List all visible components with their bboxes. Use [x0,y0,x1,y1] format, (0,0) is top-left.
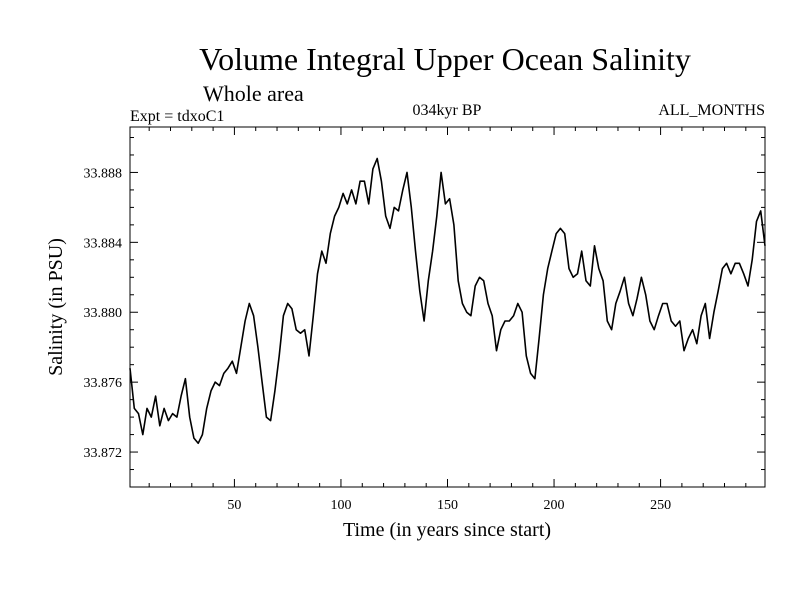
experiment-label: Expt = tdxoC1 [130,108,224,125]
plot-frame [129,126,766,488]
chart-subtitle: Whole area [203,81,304,106]
x-axis [148,127,747,487]
y-tick-label: 33.884 [84,236,123,251]
x-tick-label: 250 [650,498,671,513]
y-tick-labels: 33.872 33.876 33.880 33.884 33.888 [84,166,123,461]
months-label: ALL_MONTHS [658,102,765,119]
chart-title: Volume Integral Upper Ocean Salinity [199,41,691,77]
y-tick-label: 33.888 [84,166,123,181]
y-tick-label: 33.876 [84,376,123,391]
series-line-salinity [129,157,766,445]
x-tick-label: 50 [227,498,241,513]
x-tick-label: 100 [330,498,351,513]
period-label: 034kyr BP [413,102,482,119]
y-tick-label: 33.880 [84,306,123,321]
y-axis-label: Salinity (in PSU) [45,238,67,376]
x-tick-label: 200 [544,498,565,513]
x-tick-labels: 50 100 150 200 250 [227,498,671,513]
x-axis-label: Time (in years since start) [343,519,551,541]
x-tick-label: 150 [437,498,458,513]
y-tick-label: 33.872 [84,446,123,461]
